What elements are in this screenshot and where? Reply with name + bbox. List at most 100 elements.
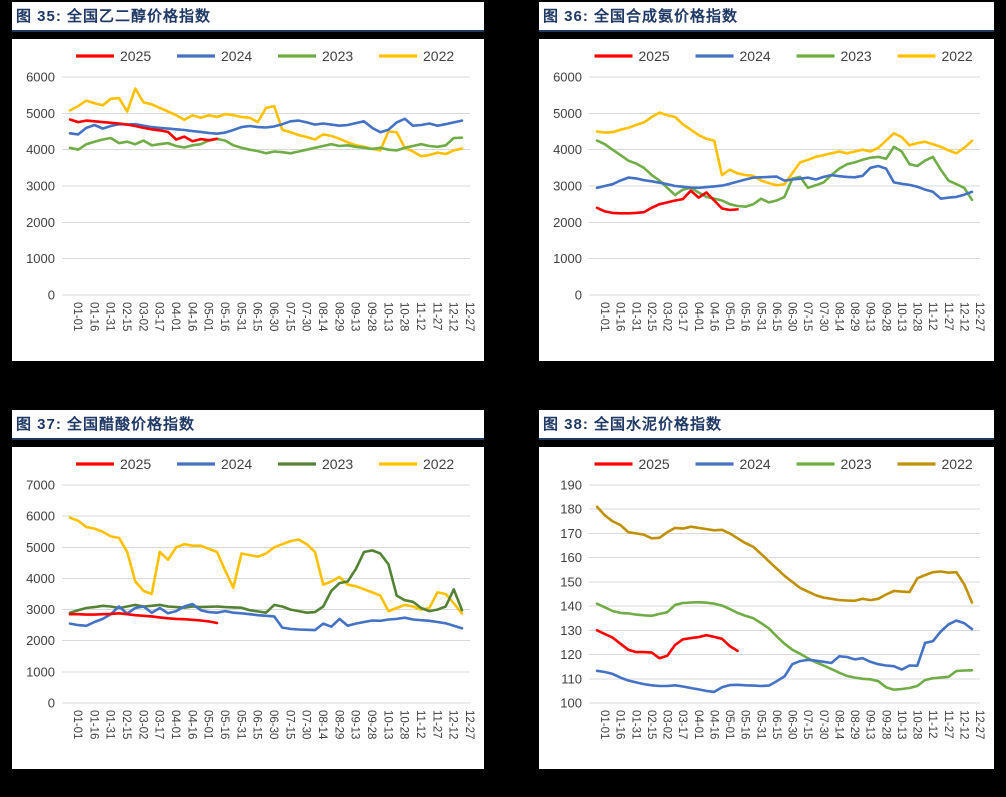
y-tick-label: 1000 (26, 664, 55, 679)
series-lines (595, 111, 974, 215)
x-tick-label: 09-13 (349, 710, 361, 739)
y-tick-label: 5000 (26, 106, 55, 121)
x-tick-label: 05-01 (202, 710, 214, 739)
x-tick-label: 08-14 (316, 302, 328, 332)
figure-37-title: 图 37: 全国醋酸价格指数 (12, 410, 484, 440)
x-tick-label: 10-13 (381, 710, 393, 739)
x-tick-label: 07-15 (283, 302, 295, 331)
x-tick-label: 05-01 (202, 302, 214, 331)
x-tick-label: 11-12 (926, 710, 938, 739)
x-tick-label: 01-16 (87, 302, 99, 331)
y-tick-label: 4000 (553, 142, 582, 157)
x-tick-label: 01-01 (598, 710, 610, 739)
legend-label-2022: 2022 (423, 456, 454, 472)
x-tick-label: 05-16 (218, 710, 230, 739)
y-tick-label: 120 (560, 647, 582, 662)
x-tick-label: 08-29 (332, 302, 344, 331)
x-tick-label: 09-28 (879, 710, 891, 739)
series-line-2023 (68, 549, 464, 614)
x-tick-label: 04-16 (707, 302, 719, 331)
x-tick-label: 01-16 (614, 302, 626, 331)
y-tick-label: 110 (561, 671, 582, 686)
series-line-2023 (595, 600, 974, 691)
y-tick-label: 6000 (553, 70, 582, 85)
legend-label-2022: 2022 (423, 48, 454, 64)
series-line-2025 (595, 629, 739, 660)
x-tick-label: 05-31 (754, 710, 766, 739)
y-tick-label: 3000 (26, 602, 55, 617)
legend: 2025 2024 2023 2022 (594, 456, 973, 472)
series-line-2022 (595, 505, 974, 604)
x-tick-label: 06-30 (267, 710, 279, 739)
figure-35-line-chart: 0 1000 2000 3000 4000 5000 6000 01-01 01-16 01-31… (26, 48, 475, 332)
x-tick-label: 12-27 (973, 302, 985, 331)
gridlines (62, 76, 470, 296)
x-tick-label: 03-02 (661, 710, 673, 739)
series-line-2025 (595, 189, 739, 215)
x-tick-label: 01-31 (104, 302, 116, 331)
x-tick-label: 08-14 (832, 710, 844, 740)
legend-label-2022: 2022 (942, 48, 973, 64)
x-tick-label: 03-02 (661, 302, 673, 331)
x-tick-label: 07-30 (300, 710, 312, 739)
x-tick-label: 04-16 (185, 710, 197, 739)
y-tick-label: 2000 (26, 215, 55, 230)
x-tick-label: 01-31 (629, 710, 641, 739)
x-tick-label: 08-29 (848, 710, 860, 739)
x-tick-label: 05-31 (754, 302, 766, 331)
x-tick-label: 05-16 (218, 302, 230, 331)
x-tick-label: 08-29 (332, 710, 344, 739)
legend-label-2022: 2022 (942, 456, 973, 472)
x-tick-label: 12-12 (957, 710, 969, 739)
x-tick-label: 05-31 (234, 710, 246, 739)
x-tick-label: 01-01 (71, 302, 83, 331)
y-axis-labels: 0 1000 2000 3000 4000 5000 6000 7000 (26, 478, 55, 711)
y-tick-label: 100 (560, 696, 582, 711)
figure-35-card: 图 35: 全国乙二醇价格指数 0 1000 2000 3000 4000 5000 600… (12, 2, 484, 361)
x-tick-label: 09-28 (365, 710, 377, 739)
x-tick-label: 09-13 (349, 302, 361, 331)
x-tick-label: 02-15 (645, 302, 657, 331)
figure-38-panel: 100 110 120 130 140 150 160 170 180 190 01-01 01-16… (539, 447, 994, 769)
y-tick-label: 1000 (553, 251, 582, 266)
legend: 2025 2024 2023 2022 (76, 456, 454, 472)
x-tick-label: 11-12 (414, 710, 426, 739)
x-tick-label: 07-15 (283, 710, 295, 739)
x-tick-label: 07-15 (801, 710, 813, 739)
x-tick-label: 12-12 (957, 302, 969, 331)
y-tick-label: 2000 (553, 215, 582, 230)
figure-35-panel: 0 1000 2000 3000 4000 5000 6000 01-01 01-16 01-31… (12, 39, 484, 361)
x-tick-label: 01-01 (598, 302, 610, 331)
x-tick-label: 12-12 (447, 302, 459, 331)
y-tick-label: 2000 (26, 633, 55, 648)
series-line-2023 (68, 136, 464, 155)
x-tick-label: 10-13 (895, 710, 907, 739)
x-axis-labels: 01-01 01-16 01-31 02-15 03-02 03-17 04-01 04-16… (71, 710, 475, 740)
legend-label-2023: 2023 (322, 48, 353, 64)
figure-36-title: 图 36: 全国合成氨价格指数 (539, 2, 994, 32)
x-tick-label: 03-02 (136, 710, 148, 739)
x-tick-label: 11-12 (414, 302, 426, 331)
series-line-2022 (68, 516, 464, 615)
series-line-2022 (595, 111, 974, 187)
x-tick-label: 10-28 (911, 710, 923, 739)
x-tick-label: 07-30 (300, 302, 312, 331)
series-lines (68, 87, 464, 158)
x-axis-labels: 01-01 01-16 01-31 02-15 03-02 03-17 04-01 04-16… (71, 302, 475, 332)
x-tick-label: 01-16 (87, 710, 99, 739)
legend-label-2025: 2025 (120, 48, 151, 64)
x-tick-label: 12-12 (447, 710, 459, 739)
x-tick-label: 03-17 (676, 302, 688, 331)
x-tick-label: 03-02 (136, 302, 148, 331)
y-tick-label: 5000 (553, 106, 582, 121)
x-tick-label: 04-16 (707, 710, 719, 739)
x-tick-label: 08-14 (316, 710, 328, 740)
x-tick-label: 01-31 (629, 302, 641, 331)
x-tick-label: 06-30 (267, 302, 279, 331)
y-axis-labels: 0 1000 2000 3000 4000 5000 6000 (26, 70, 55, 303)
series-line-2024 (68, 117, 464, 136)
x-tick-label: 04-16 (185, 302, 197, 331)
legend-label-2024: 2024 (740, 456, 771, 472)
x-tick-label: 03-17 (153, 710, 165, 739)
series-lines (595, 505, 974, 694)
